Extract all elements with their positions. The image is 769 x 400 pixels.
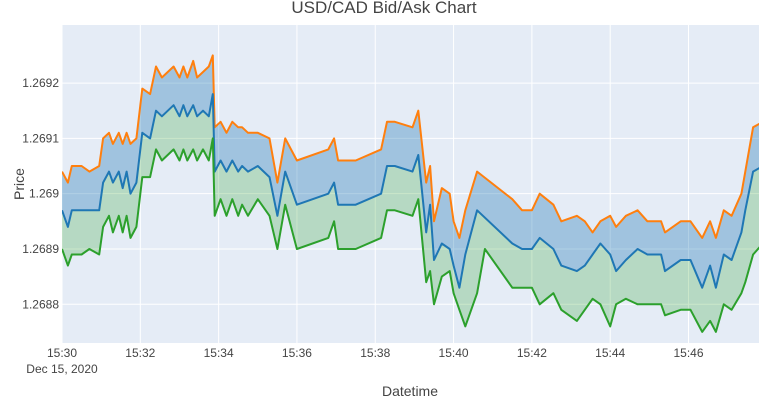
x-tick-label: 15:40: [439, 346, 469, 360]
series-lines: [62, 54, 759, 333]
x-tick-label: 15:34: [204, 346, 234, 360]
x-tick-label: 15:44: [595, 346, 625, 360]
y-tick-labels: 1.2688 1.2689 1.269 1.2691 1.2692: [22, 76, 59, 311]
y-axis-title: Price: [11, 168, 27, 200]
band-fills: [62, 55, 759, 332]
x-tick-date-label: Dec 15, 2020: [26, 362, 98, 376]
y-tick-label: 1.2688: [22, 297, 59, 311]
chart-title: USD/CAD Bid/Ask Chart: [291, 0, 476, 17]
y-tick-label: 1.2689: [22, 242, 59, 256]
x-axis-title: Datetime: [382, 383, 438, 399]
y-tick-label: 1.2691: [22, 131, 59, 145]
ask-mid-band: [62, 55, 759, 288]
x-tick-labels: 15:30 Dec 15, 2020 15:32 15:34 15:36 15:38 15:…: [26, 346, 704, 376]
y-tick-label: 1.2692: [22, 76, 59, 90]
bid-line: [62, 137, 759, 333]
x-tick-label: 15:42: [517, 346, 547, 360]
x-tick-label: 15:46: [674, 346, 704, 360]
mid-bid-band: [62, 94, 759, 332]
ask-line: [62, 54, 759, 239]
x-tick-label: 15:30: [47, 346, 77, 360]
x-tick-label: 15:38: [360, 346, 390, 360]
y-tick-label: 1.269: [29, 187, 59, 201]
x-tick-label: 15:36: [282, 346, 312, 360]
x-tick-label: 15:32: [125, 346, 155, 360]
plot-background: [62, 25, 759, 343]
mid-line: [62, 93, 759, 289]
